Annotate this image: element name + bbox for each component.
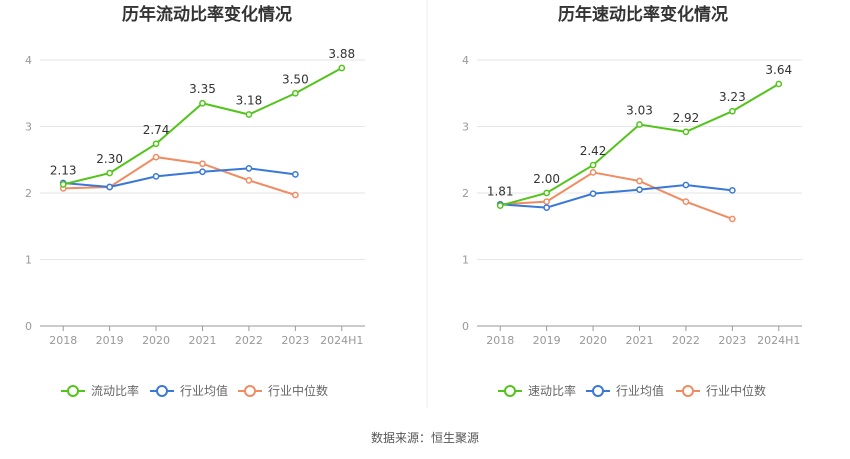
x-tick-label: 2018 [49,334,77,347]
x-tick-label: 2020 [142,334,170,347]
data-point [589,190,597,198]
x-tick-label: 2023 [281,334,309,347]
y-tick-label: 4 [462,54,469,67]
y-tick-label: 0 [25,320,32,333]
legend-marker [592,385,604,397]
data-point [636,177,643,185]
legend-item-2: 行业均值 [150,383,228,398]
data-point [152,140,160,148]
x-tick-label: 2019 [533,334,561,347]
series-line-2 [500,184,733,209]
data-point [199,160,206,168]
data-point [199,168,206,176]
x-tick-label: 2018 [486,334,514,347]
x-tick-label: 2022 [235,334,263,347]
y-tick-label: 0 [462,320,469,333]
data-label: 1.81 [487,185,514,199]
chart-panel-1: 历年流动比率变化情况 0 1 2 3 4 2018 2019 2020 2021 2022 2023 2… [25,4,365,398]
x-tick-label: 2020 [579,334,607,347]
data-point [199,99,206,107]
data-label: 3.03 [626,104,653,118]
data-point [152,173,160,180]
legend-label: 行业均值 [180,383,228,398]
legend-item-1: 速动比率 [498,383,576,398]
x-tick-label: 2021 [626,334,654,347]
x-tick-label: 2022 [672,334,700,347]
data-label: 3.35 [189,82,216,96]
data-point [292,191,299,199]
y-tick-label: 4 [25,54,32,67]
x-tick-label: 2023 [718,334,746,347]
data-point [152,153,160,161]
data-label: 2.13 [50,163,77,177]
data-point [682,181,690,189]
y-tick-label: 1 [462,254,469,267]
data-point [589,161,597,169]
data-point [292,89,299,97]
y-tick-label: 2 [462,187,469,200]
data-point [292,171,299,178]
data-label: 3.23 [719,90,746,104]
x-tick-label: 2024H1 [320,334,363,347]
data-point [729,107,736,115]
y-tick-label: 1 [25,254,32,267]
y-tick-label: 2 [25,187,32,200]
legend-item-2: 行业均值 [586,383,664,398]
data-label: 2.42 [580,144,607,158]
legend-marker [244,385,256,397]
data-point [496,202,504,209]
chart-title: 历年速动比率变化情况 [558,4,728,25]
data-label: 2.74 [143,123,170,137]
data-point [775,80,783,88]
data-point [245,111,253,118]
data-point [245,165,253,172]
legend-label: 行业均值 [616,383,664,398]
data-point [106,183,113,191]
legend-marker [156,385,168,397]
chart-panel-2: 历年速动比率变化情况 0 1 2 3 4 2018 2019 2020 2021 2022 2023 2… [462,4,802,398]
data-point [106,169,113,177]
y-tick-label: 3 [462,121,469,134]
data-label: 3.88 [328,47,355,61]
x-tick-label: 2024H1 [757,334,800,347]
data-label: 3.64 [765,63,792,77]
data-point [543,198,550,205]
data-point [636,186,643,194]
series-line-2 [63,167,296,189]
legend-item-1: 流动比率 [61,383,139,398]
legend-marker [504,385,516,397]
legend-item-3: 行业中位数 [676,383,766,398]
legend-label: 行业中位数 [268,383,328,398]
legend-item-3: 行业中位数 [238,383,328,398]
legend-marker [67,385,79,397]
data-point [729,186,736,194]
data-point [59,181,67,188]
data-label: 2.92 [673,111,700,125]
y-tick-label: 3 [25,121,32,134]
data-point [636,121,643,128]
data-point [338,64,346,72]
data-point [543,189,550,197]
x-tick-label: 2021 [189,334,217,347]
data-label: 2.00 [533,172,560,186]
data-point [589,169,597,176]
x-tick-label: 2019 [96,334,124,347]
data-point [729,215,736,223]
legend-marker [682,385,694,397]
data-point [245,177,253,184]
legend-label: 行业中位数 [706,383,766,398]
data-label: 3.18 [236,94,263,108]
data-source-footer: 数据来源：恒生聚源 [370,431,479,445]
legend-label: 速动比率 [528,383,576,398]
legend-label: 流动比率 [91,383,139,398]
data-point [543,204,550,211]
data-point [682,128,690,136]
data-point [682,198,690,205]
data-label: 2.30 [96,152,123,166]
charts-group: 历年流动比率变化情况 0 1 2 3 4 2018 2019 2020 2021 2022 2023 2… [25,4,802,398]
data-label: 3.50 [282,72,309,86]
series-line-3 [500,171,733,220]
chart-title: 历年流动比率变化情况 [122,4,292,25]
